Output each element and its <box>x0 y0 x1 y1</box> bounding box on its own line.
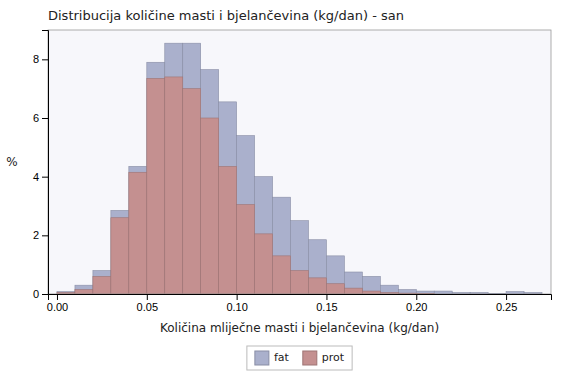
legend-box <box>247 346 352 370</box>
x-tick: 0.05 <box>137 294 158 313</box>
legend-swatch <box>303 351 317 365</box>
x-tick-label: 0.15 <box>316 301 337 313</box>
x-tick-label: 0.25 <box>496 301 517 313</box>
bar <box>75 290 93 294</box>
y-axis-title: % <box>6 155 17 169</box>
legend: fat prot <box>247 346 352 370</box>
bar <box>111 218 129 294</box>
plot-frame <box>48 30 551 294</box>
x-tick-mark <box>237 294 238 300</box>
bar <box>326 284 344 294</box>
y-tick: 4 <box>33 171 48 183</box>
x-axis: 0.00 0.05 0.10 0.15 0.20 0.25 <box>47 294 552 313</box>
bar <box>273 197 291 294</box>
y-tick-mark <box>42 235 48 236</box>
x-tick-label: 0.20 <box>406 301 427 313</box>
bar <box>93 271 111 294</box>
legend-label: prot <box>322 351 345 364</box>
x-tick: 0.25 <box>496 294 517 313</box>
x-tick-mark <box>326 294 327 300</box>
x-tick-label: 0.00 <box>47 301 68 313</box>
x-tick-label: 0.05 <box>137 301 158 313</box>
legend-item: prot <box>303 351 345 365</box>
series-1 <box>57 77 434 294</box>
series-0 <box>57 43 542 294</box>
bar <box>237 136 255 294</box>
x-tick: 0.15 <box>316 294 337 313</box>
title: Distribucija količine masti i bjelančevi… <box>48 8 404 23</box>
y-tick-mark <box>42 118 48 119</box>
bar <box>326 256 344 294</box>
y-tick-label: 2 <box>33 229 39 241</box>
bar <box>219 166 237 294</box>
y-tick: 6 <box>33 112 48 124</box>
bar <box>362 291 380 294</box>
bar <box>129 166 147 294</box>
y-tick-mark <box>42 177 48 178</box>
bar <box>344 288 362 294</box>
y-tick-label: 4 <box>33 171 39 183</box>
x-tick-mark <box>57 294 58 300</box>
bar <box>380 285 398 294</box>
x-axis-title: Količina mliječne masti i bjelančevina (… <box>160 321 439 335</box>
y-axis-line <box>42 31 49 295</box>
bar <box>129 172 147 294</box>
bar <box>291 221 309 294</box>
y-tick: 8 <box>33 53 48 65</box>
y-tick-label: 6 <box>33 112 39 124</box>
bar <box>434 291 452 294</box>
bar <box>165 77 183 294</box>
x-tick: 0.00 <box>47 294 68 313</box>
x-tick-label: 0.10 <box>226 301 247 313</box>
bar <box>183 43 201 294</box>
y-tick-label: 0 <box>33 288 39 300</box>
bar <box>416 291 434 294</box>
x-tick: 0.20 <box>406 294 427 313</box>
legend-swatch <box>255 351 269 365</box>
y-tick-mark <box>42 294 48 295</box>
legend-item: fat <box>255 351 290 365</box>
bar <box>147 62 165 294</box>
bar <box>308 278 326 294</box>
bar <box>219 102 237 294</box>
bar <box>255 234 273 294</box>
y-tick: 2 <box>33 229 48 241</box>
bar <box>165 43 183 294</box>
y-tick-label: 8 <box>33 53 39 65</box>
bar <box>255 177 273 294</box>
x-tick: 0.10 <box>226 294 247 313</box>
x-tick-mark <box>506 294 507 300</box>
bar <box>291 271 309 294</box>
bar <box>201 70 219 294</box>
x-tick-mark <box>147 294 148 300</box>
plot-background <box>48 30 551 294</box>
bar <box>273 256 291 294</box>
y-tick: 0 <box>33 288 48 300</box>
bar <box>147 78 165 294</box>
bar <box>93 276 111 294</box>
y-axis: 0 2 4 6 8 <box>33 31 49 301</box>
bar <box>183 89 201 294</box>
bar <box>308 240 326 294</box>
x-tick-mark <box>416 294 417 300</box>
x-axis-line <box>49 295 552 301</box>
bar <box>111 210 129 294</box>
bar <box>201 118 219 294</box>
bar <box>398 290 416 294</box>
bars <box>57 43 542 294</box>
y-tick-mark <box>42 59 48 60</box>
bar <box>75 285 93 294</box>
bar <box>344 272 362 294</box>
bar <box>237 205 255 294</box>
bar <box>362 276 380 294</box>
legend-label: fat <box>274 351 290 364</box>
chart: 0.00 0.05 0.10 0.15 0.20 0.25 0 2 4 6 8 Distribucij… <box>0 0 567 378</box>
